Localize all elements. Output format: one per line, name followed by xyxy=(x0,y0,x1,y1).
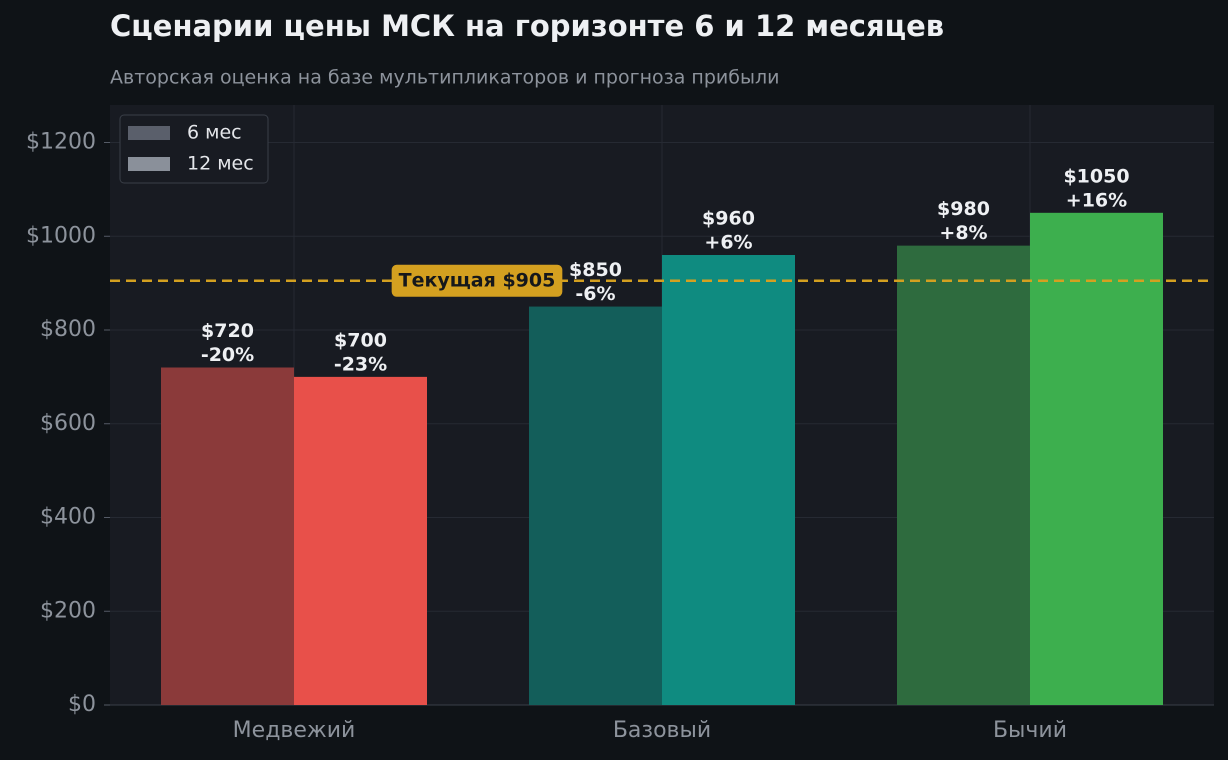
legend-swatch xyxy=(128,157,170,171)
change-label: -23% xyxy=(334,353,387,375)
legend-swatch xyxy=(128,126,170,140)
x-tick-label: Бычий xyxy=(993,718,1067,743)
reference-label: Текущая $905 xyxy=(399,269,556,291)
bar xyxy=(662,255,795,705)
change-label: +16% xyxy=(1066,189,1127,211)
x-tick-label: Базовый xyxy=(613,718,711,743)
reference-label-box xyxy=(391,264,563,297)
value-label: $850 xyxy=(569,259,622,281)
change-label: +8% xyxy=(939,222,987,244)
legend-label: 6 мес xyxy=(187,122,242,144)
value-label: $1050 xyxy=(1063,165,1129,187)
bar xyxy=(294,376,427,705)
y-tick-label: $200 xyxy=(40,598,96,623)
chart-subtitle: Авторская оценка на базе мультипликаторо… xyxy=(110,67,779,89)
x-tick-label: Медвежий xyxy=(233,718,356,743)
value-label: $720 xyxy=(201,320,254,342)
change-label: -6% xyxy=(575,283,615,305)
y-tick-label: $0 xyxy=(68,692,96,717)
bar xyxy=(161,367,294,705)
legend-label: 12 мес xyxy=(187,153,254,175)
reference-badge: Текущая $905 xyxy=(391,264,563,297)
change-label: +6% xyxy=(704,232,752,254)
value-label: $980 xyxy=(937,198,990,220)
bar xyxy=(1030,212,1163,705)
bar xyxy=(897,245,1030,705)
value-label: $960 xyxy=(702,208,755,230)
change-label: -20% xyxy=(201,344,254,366)
bar xyxy=(529,306,662,705)
y-tick-label: $400 xyxy=(40,505,96,530)
value-label: $700 xyxy=(334,329,387,351)
y-tick-label: $1200 xyxy=(26,130,96,155)
y-tick-label: $800 xyxy=(40,317,96,342)
y-tick-label: $1000 xyxy=(26,223,96,248)
chart-title: Сценарии цены МСК на горизонте 6 и 12 ме… xyxy=(110,9,944,43)
y-tick-label: $600 xyxy=(40,411,96,436)
